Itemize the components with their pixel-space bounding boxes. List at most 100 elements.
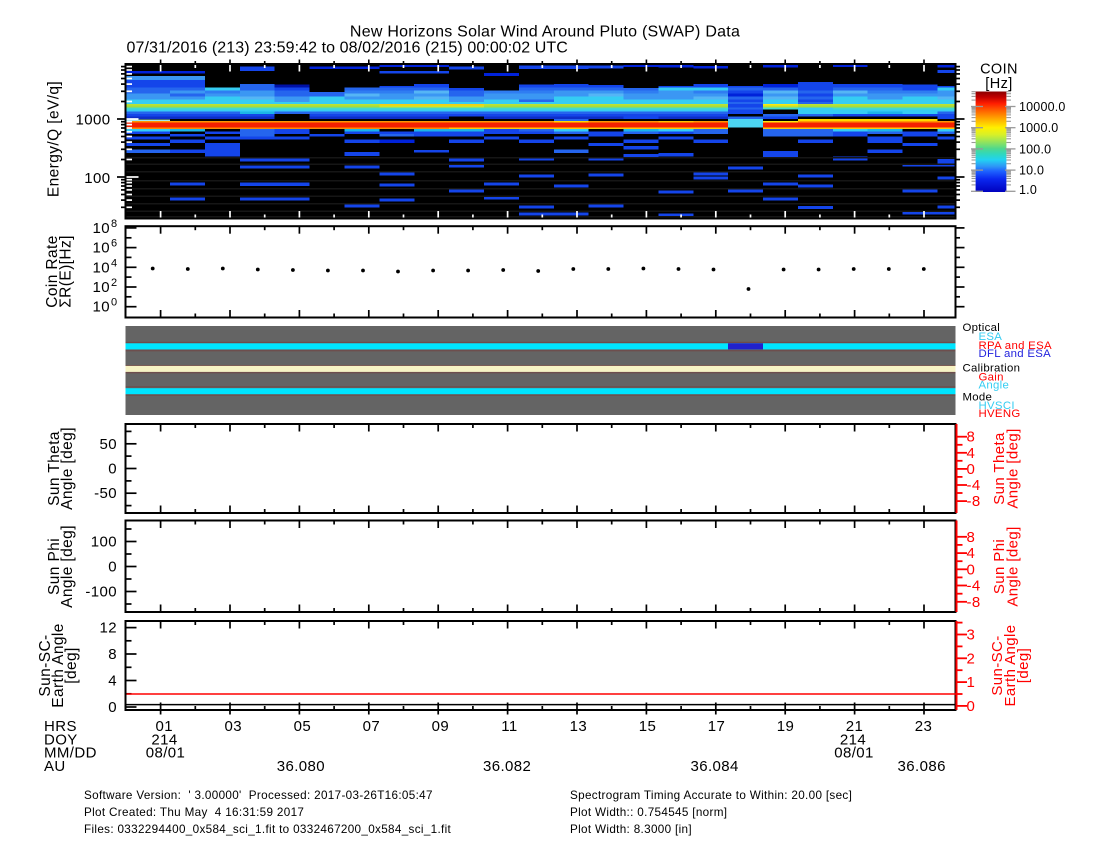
svg-text:[deg]: [deg] [1015, 648, 1032, 683]
svg-text:HRS: HRS [44, 718, 77, 735]
svg-text:-100: -100 [85, 584, 117, 601]
svg-text:10000.0: 10000.0 [1019, 100, 1066, 114]
svg-text:23: 23 [915, 718, 933, 735]
svg-text:8: 8 [111, 218, 118, 230]
svg-text:11: 11 [501, 718, 517, 735]
svg-text:100: 100 [84, 170, 110, 187]
svg-text:DFL and ESA: DFL and ESA [979, 348, 1052, 360]
svg-text:10: 10 [93, 240, 111, 257]
svg-text:1000: 1000 [76, 112, 111, 129]
svg-text:07: 07 [363, 718, 381, 735]
svg-text:08/01: 08/01 [834, 745, 874, 762]
svg-text:8: 8 [967, 429, 976, 446]
svg-text:Coin Rate: Coin Rate [44, 235, 61, 308]
svg-text:Files: 0332294400_0x584_sci_1.: Files: 0332294400_0x584_sci_1.fit to 033… [84, 823, 452, 836]
svg-text:36.084: 36.084 [690, 758, 738, 775]
svg-text:Sun Theta: Sun Theta [46, 431, 63, 506]
svg-text:Plot Width: 8.3000 [in]: Plot Width: 8.3000 [in] [570, 823, 692, 836]
svg-text:[deg]: [deg] [63, 647, 80, 683]
svg-text:36.080: 36.080 [277, 758, 325, 775]
svg-text:New Horizons Solar Wind Around: New Horizons Solar Wind Around Pluto (SW… [350, 24, 740, 41]
svg-text:-8: -8 [967, 493, 981, 510]
svg-text:0: 0 [967, 698, 976, 715]
svg-text:Sun-SC-: Sun-SC- [989, 635, 1006, 695]
svg-text:17: 17 [708, 718, 726, 735]
svg-text:100: 100 [91, 534, 117, 551]
svg-text:03: 03 [225, 718, 243, 735]
svg-text:4: 4 [111, 257, 118, 269]
svg-text:4: 4 [967, 545, 976, 562]
svg-text:12: 12 [100, 620, 118, 637]
svg-text:08/01: 08/01 [146, 745, 186, 762]
svg-text:214: 214 [840, 731, 866, 748]
svg-text:0: 0 [967, 461, 976, 478]
svg-text:Spectrogram Timing Accurate to: Spectrogram Timing Accurate to Within: 2… [570, 789, 852, 802]
svg-text:0: 0 [108, 461, 117, 478]
svg-text:AU: AU [44, 758, 66, 775]
svg-text:0: 0 [108, 699, 117, 716]
svg-text:10: 10 [93, 279, 111, 296]
svg-text:-50: -50 [94, 485, 117, 502]
svg-text:Gain: Gain [979, 371, 1004, 383]
svg-text:HVENG: HVENG [979, 408, 1021, 420]
svg-text:Energy/Q [eV/q]: Energy/Q [eV/q] [46, 81, 63, 197]
svg-text:6: 6 [111, 238, 118, 250]
svg-text:Angle [deg]: Angle [deg] [59, 427, 76, 510]
svg-text:10: 10 [93, 259, 111, 276]
svg-text:DOY: DOY [44, 731, 78, 748]
svg-text:Sun Phi: Sun Phi [991, 539, 1008, 594]
svg-text:2: 2 [967, 650, 976, 667]
svg-text:0: 0 [967, 561, 976, 578]
svg-text:10: 10 [93, 220, 111, 237]
svg-text:Plot Width:: 0.754545 [norm]: Plot Width:: 0.754545 [norm] [570, 806, 727, 819]
svg-text:Software Version: ' 3.00000': Software Version: ' 3.00000' Processed: … [84, 789, 433, 802]
svg-text:01: 01 [156, 718, 174, 735]
svg-text:36.086: 36.086 [898, 758, 946, 775]
svg-text:COIN: COIN [980, 62, 1018, 78]
svg-text:19: 19 [777, 718, 795, 735]
svg-text:1000.0: 1000.0 [1019, 121, 1058, 135]
svg-text:07/31/2016 (213) 23:59:42 to 0: 07/31/2016 (213) 23:59:42 to 08/02/2016 … [127, 40, 568, 57]
svg-text:1.0: 1.0 [1019, 183, 1037, 197]
svg-text:MM/DD: MM/DD [44, 745, 97, 762]
svg-text:Calibration: Calibration [963, 362, 1021, 374]
svg-text:Angle [deg]: Angle [deg] [1005, 428, 1022, 508]
svg-text:RPA and ESA: RPA and ESA [979, 340, 1052, 352]
svg-text:Sun-SC-: Sun-SC- [37, 634, 54, 696]
svg-text:ESA: ESA [979, 331, 1003, 343]
svg-text:Optical: Optical [963, 322, 1001, 334]
svg-text:8: 8 [967, 529, 976, 546]
svg-text:HVSCI: HVSCI [979, 400, 1015, 412]
svg-text:Earth Angle: Earth Angle [50, 623, 67, 708]
svg-text:09: 09 [432, 718, 450, 735]
svg-text:50: 50 [100, 436, 118, 453]
svg-text:15: 15 [639, 718, 657, 735]
svg-text:Mode: Mode [963, 392, 993, 404]
svg-text:10: 10 [93, 299, 111, 316]
svg-text:ΣR(E)[Hz]: ΣR(E)[Hz] [58, 235, 75, 308]
svg-text:36.082: 36.082 [483, 758, 531, 775]
svg-text:4: 4 [108, 673, 117, 690]
svg-text:13: 13 [570, 718, 588, 735]
svg-text:21: 21 [846, 718, 864, 735]
svg-text:-4: -4 [967, 578, 981, 595]
svg-text:2: 2 [111, 277, 118, 289]
svg-text:100.0: 100.0 [1019, 142, 1051, 156]
svg-text:10.0: 10.0 [1019, 164, 1044, 178]
svg-text:Sun Phi: Sun Phi [46, 538, 63, 595]
svg-text:Plot Created: Thu May 4 16:31: Plot Created: Thu May 4 16:31:59 2017 [84, 806, 304, 819]
svg-text:-8: -8 [967, 594, 981, 611]
svg-text:4: 4 [967, 445, 976, 462]
svg-text:05: 05 [294, 718, 312, 735]
svg-text:3: 3 [967, 627, 976, 644]
svg-text:Earth Angle: Earth Angle [1002, 625, 1019, 707]
svg-text:1: 1 [967, 674, 976, 691]
svg-text:8: 8 [108, 646, 117, 663]
svg-text:0: 0 [108, 559, 117, 576]
svg-text:[Hz]: [Hz] [985, 76, 1012, 92]
svg-text:214: 214 [151, 731, 177, 748]
svg-text:Angle [deg]: Angle [deg] [59, 525, 76, 608]
svg-text:Angle: Angle [979, 380, 1010, 392]
svg-text:Angle [deg]: Angle [deg] [1005, 526, 1022, 606]
svg-text:-4: -4 [967, 477, 981, 494]
